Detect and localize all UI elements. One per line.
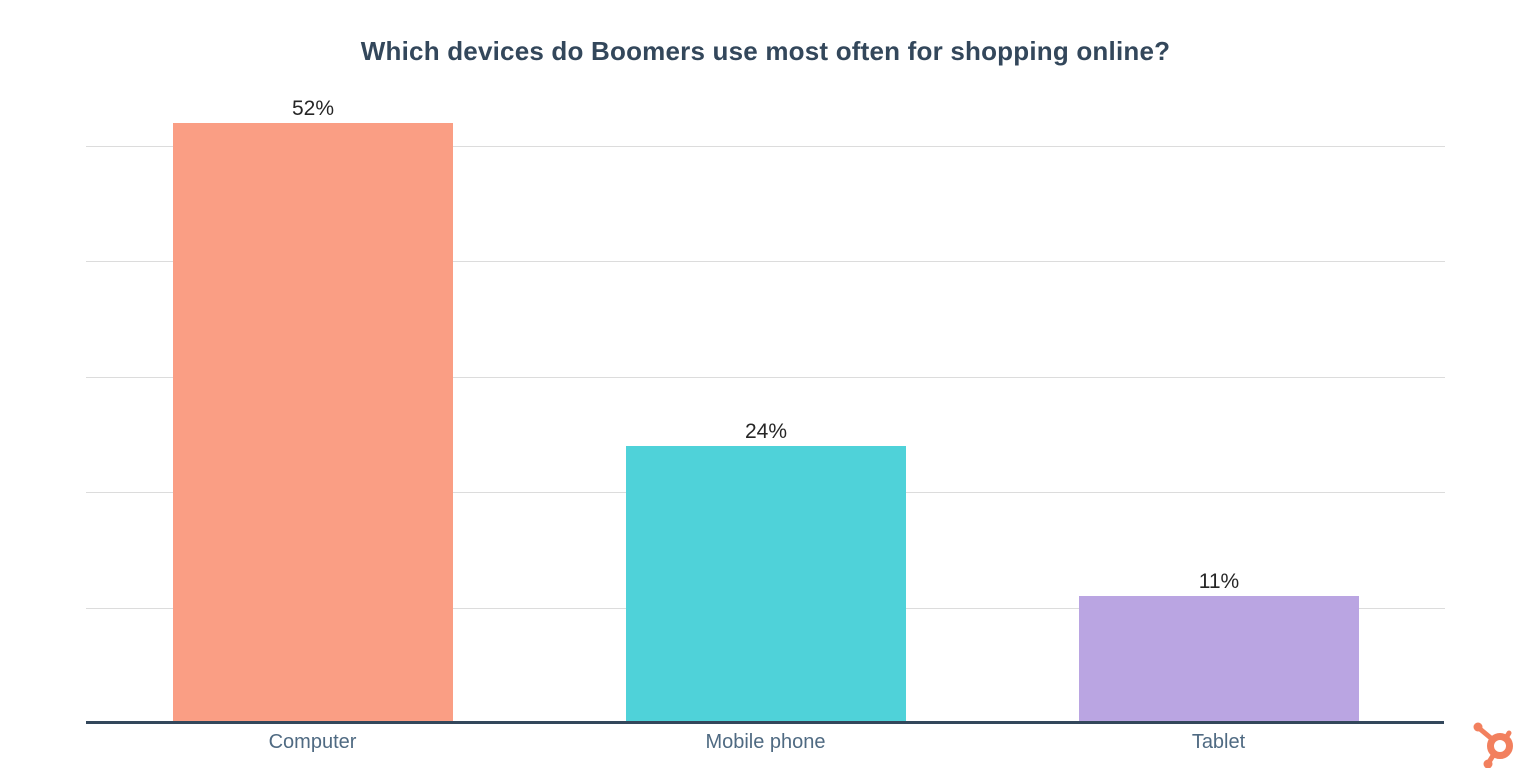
x-axis-label-computer: Computer: [268, 731, 357, 753]
bar-mobile-phone: [626, 446, 906, 723]
x-axis-label-tablet: Tablet: [1191, 731, 1246, 753]
gridline-50: [86, 146, 1445, 147]
x-axis-line: [86, 721, 1444, 724]
gridline-30: [86, 377, 1445, 378]
value-label-mobile-phone: 24%: [744, 420, 788, 443]
gridline-40: [86, 261, 1445, 262]
hubspot-sprocket-icon: [1473, 722, 1513, 768]
bar-computer: [173, 123, 453, 723]
plot-area: 52% 24% 11%: [86, 0, 1445, 723]
chart-title: Which devices do Boomers use most often …: [360, 36, 1171, 66]
value-label-tablet: 11%: [1198, 570, 1240, 593]
bar-tablet: [1079, 596, 1359, 723]
x-axis-label-mobile-phone: Mobile phone: [705, 731, 826, 753]
value-label-computer: 52%: [291, 97, 335, 120]
